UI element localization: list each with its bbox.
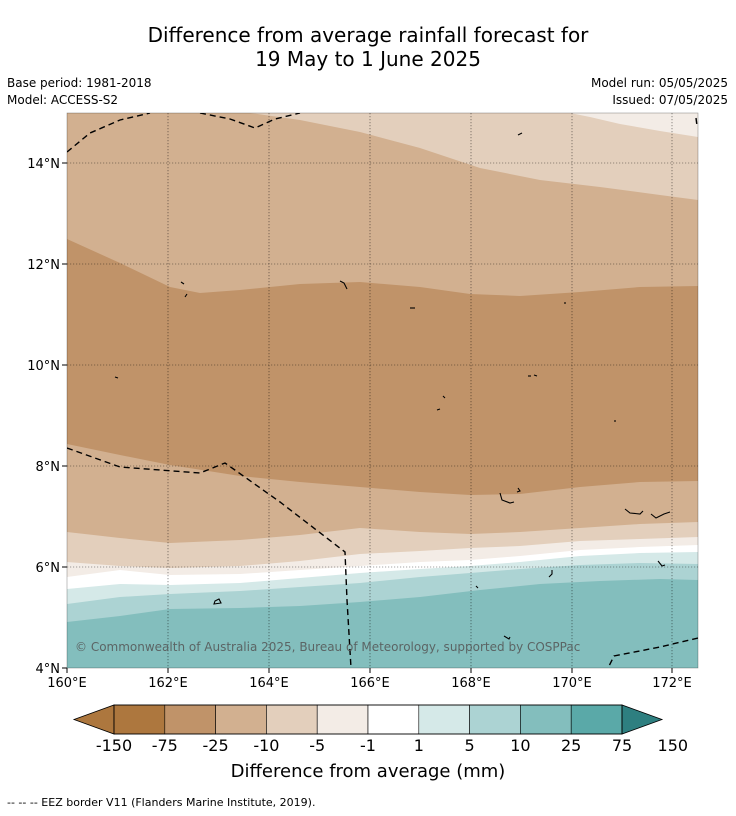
axis-ticks <box>62 162 673 673</box>
colorbar-extension-low <box>72 704 115 735</box>
islands <box>114 132 671 640</box>
base-period-text: Base period: 1981-2018 <box>7 76 152 90</box>
colorbar-segment <box>367 704 420 735</box>
lat-label-6n: 6°N <box>36 561 61 576</box>
lon-label-170e: 170°E <box>552 676 592 691</box>
lon-label-162e: 162°E <box>148 676 188 691</box>
colorbar-tick-label: 150 <box>657 736 689 755</box>
colorbar-frame <box>113 704 623 735</box>
colorbar-extension-high <box>621 704 664 735</box>
colorbar-tick-label: -1 <box>360 736 376 755</box>
lat-label-14n: 14°N <box>27 157 60 172</box>
lon-label-168e: 168°E <box>451 676 491 691</box>
colorbar-segment <box>570 704 623 735</box>
colorbar-segment <box>164 704 216 735</box>
lon-label-166e: 166°E <box>350 676 390 691</box>
band-minus5-top <box>200 113 698 200</box>
map-title-line1: Difference from average rainfall forecas… <box>147 23 589 47</box>
lon-label-160e: 160°E <box>47 676 87 691</box>
map-title-line2: 19 May to 1 June 2025 <box>255 47 481 71</box>
lat-label-4n: 4°N <box>36 662 61 677</box>
gridlines <box>67 113 698 668</box>
colorbar-tick-label: -25 <box>202 736 229 755</box>
model-text: Model: ACCESS-S2 <box>7 93 119 107</box>
model-run-text: Model run: 05/05/2025 <box>590 76 728 90</box>
colorbar-title: Difference from average (mm) <box>230 761 506 782</box>
colorbar-tick-label: -75 <box>151 736 178 755</box>
lon-label-172e: 172°E <box>652 676 692 691</box>
lat-label-12n: 12°N <box>27 258 60 273</box>
colorbar-segment <box>316 704 369 735</box>
colorbar <box>72 704 664 735</box>
colorbar-segment <box>520 704 572 735</box>
issued-text: Issued: 07/05/2025 <box>612 93 728 107</box>
copyright-text: © Commonwealth of Australia 2025, Bureau… <box>75 640 581 654</box>
colorbar-tick-label: 75 <box>611 736 633 755</box>
lat-label-10n: 10°N <box>27 359 60 374</box>
colorbar-tick-label: 5 <box>464 736 475 755</box>
colorbar-segment <box>113 704 166 735</box>
map-frame <box>66 112 699 669</box>
colorbar-tick-label: 10 <box>510 736 531 755</box>
lat-label-8n: 8°N <box>36 460 61 475</box>
map-plot-area <box>67 113 698 668</box>
colorbar-tick-label: -150 <box>95 736 133 755</box>
eez-borders <box>67 113 698 668</box>
colorbar-segment <box>418 704 470 735</box>
colorbar-segment <box>266 704 318 735</box>
colorbar-segment <box>469 704 521 735</box>
eez-legend-footer: -- -- -- EEZ border V11 (Flanders Marine… <box>7 796 316 809</box>
colorbar-tick-label: 25 <box>561 736 582 755</box>
colorbar-segment <box>215 704 267 735</box>
colorbar-tick-label: -5 <box>309 736 326 755</box>
colorbar-tick-label: -10 <box>253 736 280 755</box>
band-minus1-top <box>570 113 698 137</box>
lon-label-164e: 164°E <box>249 676 289 691</box>
colorbar-tick-label: 1 <box>413 736 424 755</box>
